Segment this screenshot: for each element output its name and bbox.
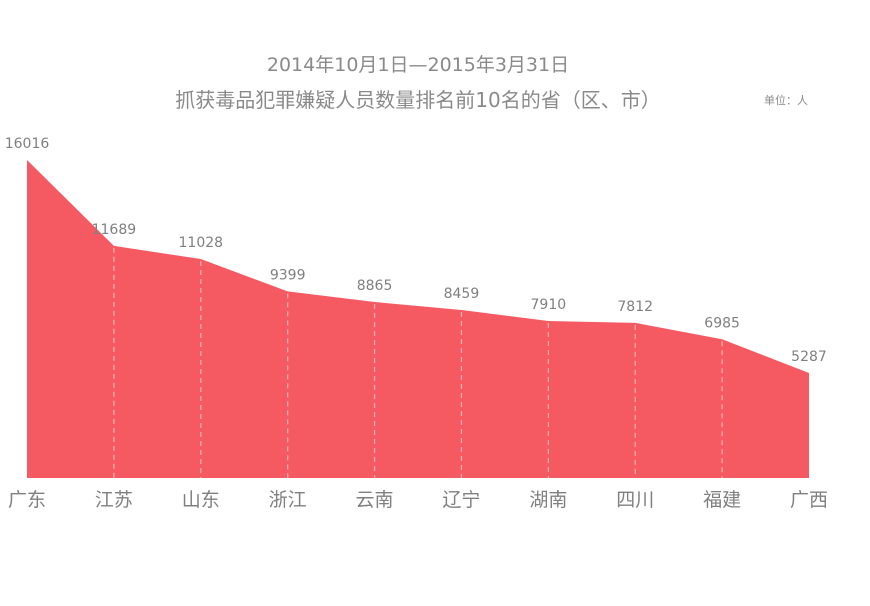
category-label: 山东 — [182, 489, 220, 511]
data-label: 11028 — [179, 235, 224, 251]
category-label: 浙江 — [269, 489, 307, 511]
category-label: 云南 — [356, 489, 394, 511]
data-label: 5287 — [791, 349, 827, 365]
data-label: 11689 — [92, 222, 137, 238]
data-label: 16016 — [5, 136, 50, 152]
data-label: 9399 — [270, 267, 306, 283]
category-label: 广东 — [8, 489, 46, 511]
chart-title: 2014年10月1日—2015年3月31日 — [266, 54, 570, 76]
chart-subtitle: 抓获毒品犯罪嫌疑人员数量排名前10名的省（区、市） — [175, 88, 661, 112]
category-label: 辽宁 — [442, 489, 480, 511]
data-label: 8459 — [444, 286, 480, 302]
category-label: 广西 — [790, 489, 828, 511]
data-label: 7812 — [617, 299, 653, 315]
data-label: 8865 — [357, 278, 393, 294]
category-label: 江苏 — [95, 489, 133, 511]
category-label: 湖南 — [529, 489, 567, 511]
data-label: 6985 — [704, 315, 740, 331]
category-label: 四川 — [616, 489, 654, 511]
category-label: 福建 — [703, 489, 741, 511]
unit-label: 单位：人 — [764, 94, 808, 107]
area-series — [27, 160, 809, 478]
data-label: 7910 — [531, 297, 567, 313]
